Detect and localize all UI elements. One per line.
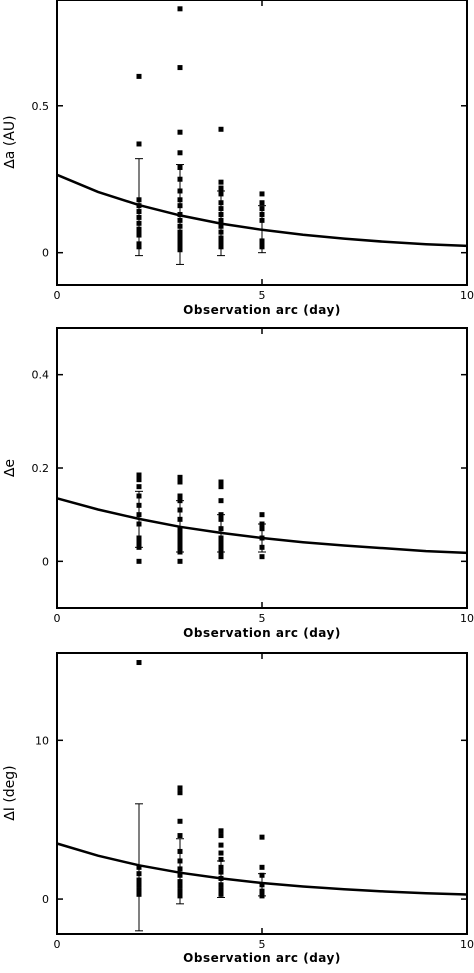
x-tick-label-delta-a: 5 bbox=[259, 289, 266, 302]
data-point-delta-a bbox=[177, 150, 183, 156]
data-point-delta-a bbox=[177, 6, 183, 12]
x-tick-label-delta-e: 10 bbox=[460, 612, 474, 625]
y-tick-label-delta-a: 0.5 bbox=[32, 100, 50, 113]
x-tick-label-delta-i: 5 bbox=[259, 938, 266, 951]
y-axis-label-delta-i: ∆I (deg) bbox=[2, 765, 18, 821]
y-tick-label-delta-i: 0 bbox=[42, 893, 49, 906]
data-point-delta-i bbox=[218, 856, 224, 862]
data-point-delta-e bbox=[259, 554, 265, 560]
chart-marks-delta-e: 0 5 10 0 0.2 0.4 bbox=[32, 328, 474, 625]
data-point-delta-a bbox=[259, 200, 265, 206]
y-axis-label-delta-a: ∆a (AU) bbox=[2, 115, 18, 169]
data-point-delta-i bbox=[259, 834, 265, 840]
data-point-delta-i bbox=[218, 842, 224, 848]
x-tick-label-delta-e: 5 bbox=[259, 612, 266, 625]
chart-marks-delta-a: 0 5 10 0 0.5 bbox=[32, 0, 474, 302]
data-point-delta-i bbox=[177, 790, 183, 796]
chart-marks-delta-i: 0 5 10 0 10 bbox=[35, 653, 474, 951]
data-point-delta-i bbox=[218, 850, 224, 856]
data-point-delta-a bbox=[218, 185, 224, 191]
data-point-delta-i bbox=[218, 828, 224, 834]
y-tick-label-delta-i: 10 bbox=[35, 734, 49, 747]
data-point-delta-e bbox=[177, 479, 183, 485]
x-tick-label-delta-a: 10 bbox=[460, 289, 474, 302]
x-axis-label-delta-a: Observation arc (day) bbox=[183, 303, 341, 317]
y-tick-label-delta-e: 0 bbox=[42, 555, 49, 568]
data-point-delta-i bbox=[177, 833, 183, 839]
data-point-delta-e bbox=[218, 554, 224, 560]
data-point-delta-a bbox=[177, 129, 183, 135]
data-point-delta-i bbox=[177, 785, 183, 791]
data-point-delta-e bbox=[218, 479, 224, 485]
x-tick-label-delta-i: 10 bbox=[460, 938, 474, 951]
data-point-delta-e bbox=[218, 484, 224, 490]
data-point-delta-i bbox=[177, 818, 183, 824]
data-point-delta-i bbox=[259, 864, 265, 870]
data-point-delta-a bbox=[136, 73, 142, 79]
data-point-delta-i bbox=[218, 833, 224, 839]
x-tick-label-delta-i: 0 bbox=[54, 938, 61, 951]
data-point-delta-e bbox=[177, 493, 183, 499]
panel-delta-e: 0 5 10 0 0.2 0.4 Observation arc (day) ∆e bbox=[2, 327, 474, 640]
x-axis-label-delta-i: Observation arc (day) bbox=[183, 951, 341, 965]
y-axis-label-delta-e: ∆e bbox=[2, 459, 18, 478]
data-point-delta-e bbox=[136, 484, 142, 490]
panel-delta-a: 0 5 10 0 0.5 Observation arc (day) ∆a (AU) bbox=[2, 0, 474, 317]
data-point-delta-e bbox=[218, 498, 224, 504]
data-point-delta-e bbox=[177, 558, 183, 564]
data-point-delta-a bbox=[218, 126, 224, 132]
data-point-delta-e bbox=[177, 474, 183, 480]
data-point-delta-e bbox=[136, 472, 142, 478]
data-point-delta-e bbox=[136, 558, 142, 564]
x-tick-label-delta-a: 0 bbox=[54, 289, 61, 302]
data-point-delta-a bbox=[259, 191, 265, 197]
y-tick-label-delta-e: 0.4 bbox=[32, 369, 50, 382]
data-point-delta-i bbox=[136, 660, 142, 666]
plot-frame-delta-e bbox=[56, 327, 468, 609]
data-point-delta-a bbox=[136, 141, 142, 147]
panel-delta-i: 0 5 10 0 10 Observation arc (day) ∆I (deg) bbox=[2, 652, 474, 965]
y-tick-label-delta-a: 0 bbox=[42, 247, 49, 260]
data-point-delta-a bbox=[218, 179, 224, 185]
x-axis-label-delta-e: Observation arc (day) bbox=[183, 626, 341, 640]
data-point-delta-e bbox=[136, 477, 142, 483]
x-tick-label-delta-e: 0 bbox=[54, 612, 61, 625]
data-point-delta-e bbox=[259, 512, 265, 518]
data-point-delta-a bbox=[177, 65, 183, 71]
y-tick-label-delta-e: 0.2 bbox=[32, 462, 50, 475]
